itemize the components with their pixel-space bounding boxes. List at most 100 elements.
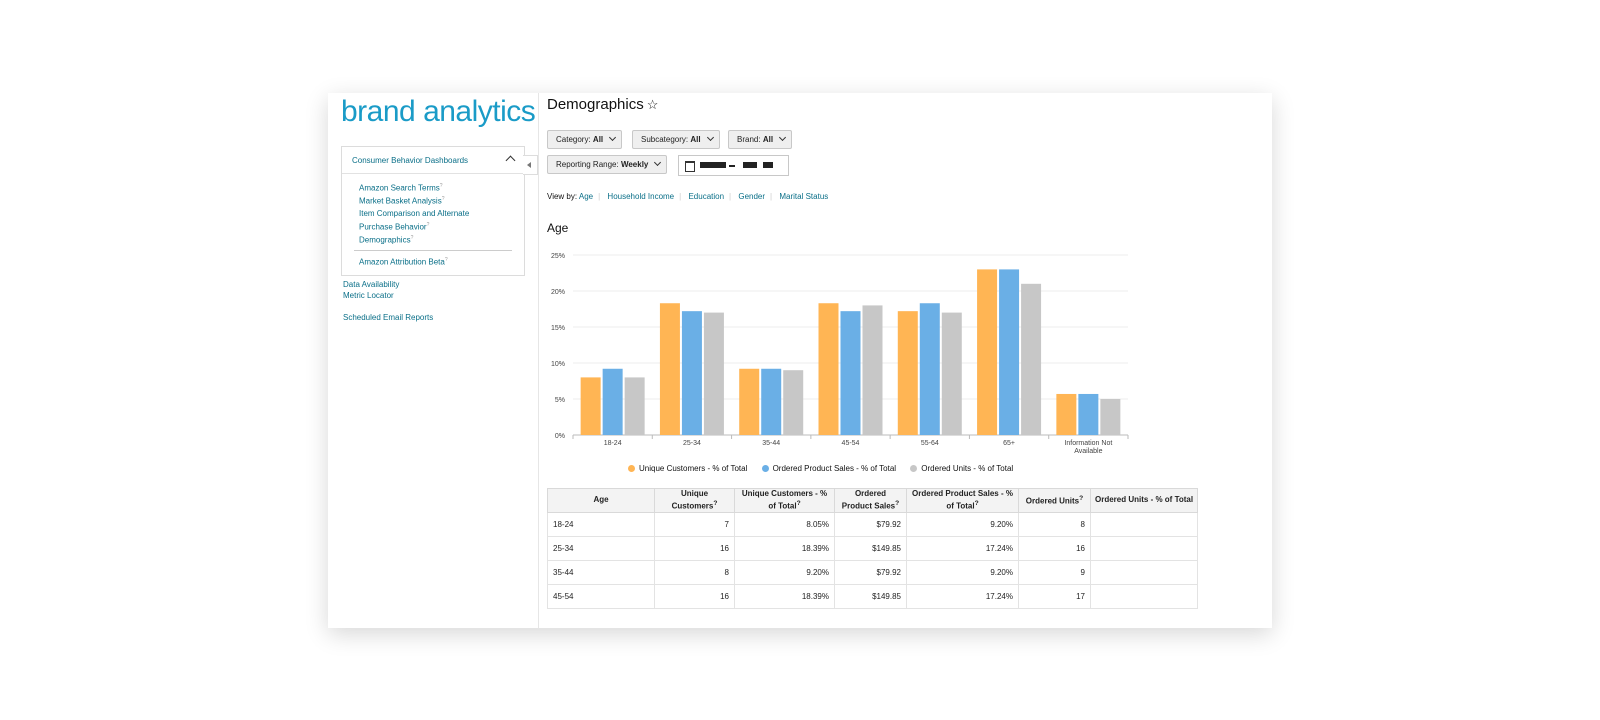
table-cell: 17.24% xyxy=(906,584,1019,609)
bar xyxy=(818,303,839,435)
section-title: Age xyxy=(547,221,569,235)
view-by-household-income[interactable]: Household Income xyxy=(607,192,675,201)
x-tick-label: 25-34 xyxy=(683,440,701,447)
age-bar-chart: 0% 5% 10% 15% 20% 25% 18-24 25-34 35-44 45-54 55-6… xyxy=(551,253,1129,455)
redacted-date xyxy=(743,162,757,168)
date-range-picker[interactable] xyxy=(678,155,789,176)
demographics-table: Age Unique Customers? Unique Customers -… xyxy=(547,488,1199,609)
table-cell: 9.20% xyxy=(906,560,1019,585)
table-row: 45-54 16 18.39% $149.85 17.24% 17 xyxy=(547,584,1199,609)
favorite-star-icon[interactable]: ☆ xyxy=(646,97,659,112)
bar xyxy=(977,269,998,435)
chevron-down-icon xyxy=(654,158,662,167)
chevron-up-icon[interactable] xyxy=(505,155,516,166)
table-cell-age: 45-54 xyxy=(547,584,655,609)
table-cell: 16 xyxy=(654,536,735,561)
bar xyxy=(919,303,940,435)
nav-item-comparison[interactable]: Item Comparison and Alternate xyxy=(359,209,470,218)
chevron-down-icon xyxy=(609,133,617,142)
column-header-ordered-product-sales-pct[interactable]: Ordered Product Sales - % of Total? xyxy=(906,488,1019,513)
legend-item-ordered-product-sales[interactable]: Ordered Product Sales - % of Total xyxy=(761,464,896,473)
chevron-down-icon xyxy=(706,133,714,142)
nav-amazon-search-terms[interactable]: Amazon Search Terms? xyxy=(359,183,443,193)
legend-item-ordered-units[interactable]: Ordered Units - % of Total xyxy=(910,464,1013,473)
x-tick-label: 45-54 xyxy=(842,440,860,447)
bar xyxy=(897,311,918,435)
metric-locator-link[interactable]: Metric Locator xyxy=(343,291,394,300)
y-tick-label: 25% xyxy=(551,253,565,260)
bar xyxy=(941,312,962,435)
legend-item-unique-customers[interactable]: Unique Customers - % of Total xyxy=(628,464,747,473)
chart-legend: Unique Customers - % of Total Ordered Pr… xyxy=(628,464,1025,473)
table-cell-age: 35-44 xyxy=(547,560,655,585)
column-header-unique-customers-pct[interactable]: Unique Customers - % of Total? xyxy=(734,488,835,513)
view-by-education[interactable]: Education xyxy=(688,192,725,201)
table-cell: 16 xyxy=(1018,536,1091,561)
table-cell xyxy=(1089,536,1199,561)
table-cell: $149.85 xyxy=(834,584,907,609)
bar xyxy=(602,368,623,435)
table-cell: 8 xyxy=(1018,512,1091,537)
chevron-down-icon xyxy=(779,133,787,142)
table-cell: 17 xyxy=(1018,584,1091,609)
scheduled-email-reports-link[interactable]: Scheduled Email Reports xyxy=(343,313,434,322)
bar xyxy=(1100,399,1121,435)
bar xyxy=(659,303,680,435)
view-by-marital-status[interactable]: Marital Status xyxy=(779,192,829,201)
bar xyxy=(1056,393,1077,435)
y-tick-label: 15% xyxy=(551,325,565,332)
bar xyxy=(783,370,804,435)
nav-market-basket-analysis[interactable]: Market Basket Analysis? xyxy=(359,196,445,206)
table-cell: 18.39% xyxy=(734,536,835,561)
nav-purchase-behavior[interactable]: Purchase Behavior? xyxy=(359,222,430,232)
bar xyxy=(1021,283,1042,435)
y-tick-label: 20% xyxy=(551,289,565,296)
table-row: 35-44 8 9.20% $79.92 9.20% 9 xyxy=(547,560,1199,585)
table-cell-age: 18-24 xyxy=(547,512,655,537)
panel-title: Consumer Behavior Dashboards xyxy=(352,156,469,165)
table-cell: 9.20% xyxy=(906,512,1019,537)
bar xyxy=(862,305,883,435)
bar xyxy=(739,368,760,435)
collapse-sidebar-button[interactable] xyxy=(523,155,538,175)
table-cell xyxy=(1089,512,1199,537)
column-header-ordered-units-pct[interactable]: Ordered Units - % of Total xyxy=(1089,488,1199,513)
panel-header[interactable]: Consumer Behavior Dashboards xyxy=(342,147,524,174)
y-tick-label: 10% xyxy=(551,361,565,368)
category-dropdown[interactable]: Category: All xyxy=(547,130,623,149)
nav-amazon-attribution[interactable]: Amazon Attribution Beta? xyxy=(359,257,448,267)
x-tick-label: 35-44 xyxy=(762,440,780,447)
table-cell: 9.20% xyxy=(734,560,835,585)
table-cell: $79.92 xyxy=(834,512,907,537)
column-header-ordered-units[interactable]: Ordered Units? xyxy=(1018,488,1091,513)
bar xyxy=(703,312,724,435)
bar xyxy=(1078,393,1099,435)
page-title: Demographics ☆ xyxy=(547,96,659,113)
data-availability-link[interactable]: Data Availability xyxy=(343,280,400,289)
redacted-date xyxy=(729,165,735,167)
x-tick-label: Information Not Available xyxy=(1064,440,1112,455)
subcategory-dropdown[interactable]: Subcategory: All xyxy=(632,130,720,149)
brand-analytics-logo: brand analytics xyxy=(341,95,536,128)
nav-demographics[interactable]: Demographics? xyxy=(359,235,414,245)
table-row: 25-34 16 18.39% $149.85 17.24% 16 xyxy=(547,536,1199,561)
calendar-icon xyxy=(685,161,695,172)
reporting-range-dropdown[interactable]: Reporting Range: Weekly xyxy=(547,155,668,174)
column-header-ordered-product-sales[interactable]: Ordered Product Sales? xyxy=(834,488,907,513)
table-cell: 8 xyxy=(654,560,735,585)
brand-dropdown[interactable]: Brand: All xyxy=(728,130,793,149)
view-by-age[interactable]: Age xyxy=(578,192,594,201)
redacted-date xyxy=(763,162,773,168)
table-cell: 18.39% xyxy=(734,584,835,609)
x-tick-label: 55-64 xyxy=(921,440,939,447)
view-by-bar: View by: Age | Household Income | Educatio… xyxy=(547,192,829,201)
table-cell-age: 25-34 xyxy=(547,536,655,561)
bar xyxy=(624,377,645,435)
table-cell: $149.85 xyxy=(834,536,907,561)
column-header-age[interactable]: Age xyxy=(547,488,655,513)
x-tick-label: 65+ xyxy=(1003,440,1015,447)
view-by-gender[interactable]: Gender xyxy=(738,192,766,201)
table-row: 18-24 7 8.05% $79.92 9.20% 8 xyxy=(547,512,1199,537)
table-cell xyxy=(1089,584,1199,609)
column-header-unique-customers[interactable]: Unique Customers? xyxy=(654,488,735,513)
